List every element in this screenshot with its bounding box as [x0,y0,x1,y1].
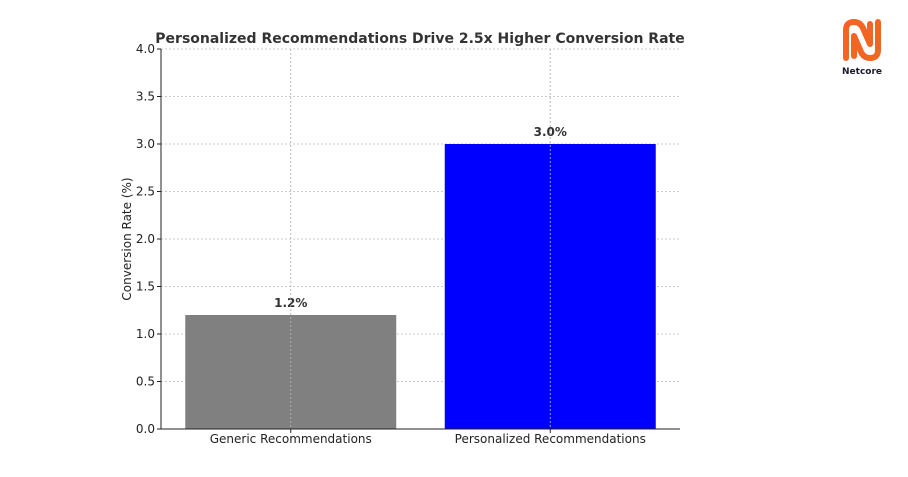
netcore-logo: Netcore [834,18,890,77]
y-tick-label: 2.0 [136,232,155,246]
y-tick-label: 3.5 [136,90,155,104]
bar-value-label: 3.0% [534,125,567,139]
y-tick-label: 4.0 [136,42,155,56]
bars: 1.2%3.0% [185,49,656,429]
netcore-logo-icon [843,19,881,61]
y-tick-label: 1.5 [136,280,155,294]
netcore-logo-text: Netcore [842,67,882,77]
x-tick-label: Generic Recommendations [210,432,372,446]
axes: 0.0 0.5 1.0 1.5 2.0 2.5 3.0 3.5 4.0 Generic Recom… [136,42,680,446]
bar-1 [185,315,397,429]
y-tick-label: 2.5 [136,185,155,199]
y-tick-label: 0.0 [136,422,155,436]
y-tick-label: 1.0 [136,327,155,341]
y-axis-label: Conversion Rate (%) [120,177,134,300]
x-tick-label: Personalized Recommendations [455,432,646,446]
y-tick-label: 3.0 [136,137,155,151]
y-tick-label: 0.5 [136,375,155,389]
chart-title: Personalized Recommendations Drive 2.5x … [155,31,684,47]
